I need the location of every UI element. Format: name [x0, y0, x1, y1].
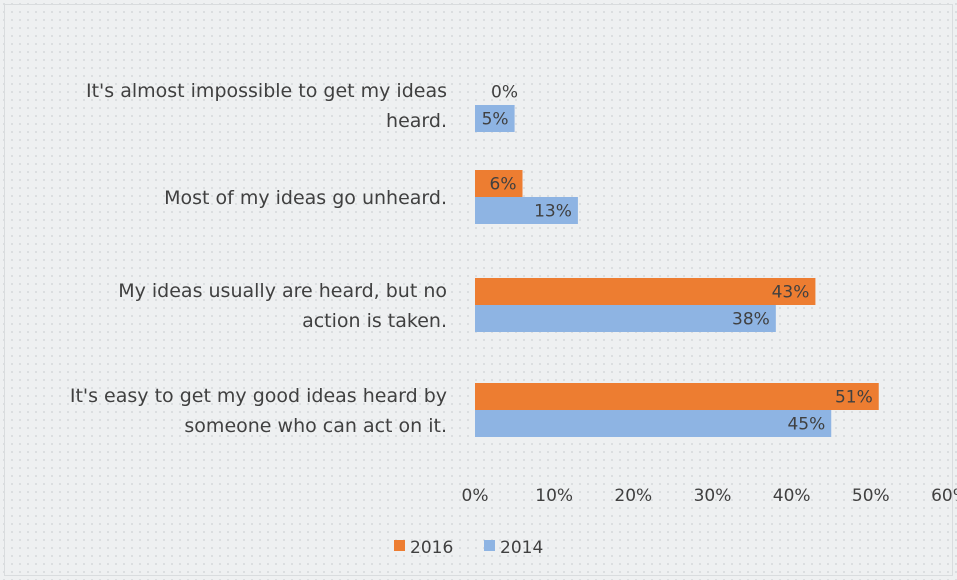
data-label: 6% [490, 175, 517, 195]
bar-2014 [475, 410, 832, 437]
x-tick-label: 20% [614, 486, 652, 506]
data-label: 45% [787, 415, 825, 435]
x-tick-label: 10% [535, 486, 573, 506]
bar-2014 [475, 197, 578, 224]
category-label: heard. [386, 110, 447, 132]
bar-2014 [475, 105, 515, 132]
legend-label: 2016 [410, 538, 453, 558]
category-label: action is taken. [302, 310, 447, 332]
bar-2016 [475, 170, 523, 197]
data-label: 0% [491, 83, 518, 103]
category-label: It's easy to get my good ideas heard by [70, 385, 447, 407]
category-label: someone who can act on it. [184, 415, 447, 437]
data-label: 5% [482, 110, 509, 130]
category-label: Most of my ideas go unheard. [164, 187, 447, 209]
category-label: My ideas usually are heard, but no [118, 280, 447, 302]
legend-label: 2014 [500, 538, 543, 558]
x-tick-label: 50% [852, 486, 890, 506]
data-label: 13% [534, 202, 572, 222]
x-tick-label: 0% [462, 486, 489, 506]
x-tick-label: 30% [694, 486, 732, 506]
x-tick-label: 40% [773, 486, 811, 506]
x-tick-label: 60% [931, 486, 957, 506]
category-label: It's almost impossible to get my ideas [86, 80, 447, 102]
legend-swatch [484, 540, 495, 551]
bar-2016 [475, 278, 816, 305]
data-label: 51% [835, 388, 873, 408]
data-label: 43% [772, 283, 810, 303]
data-label: 38% [732, 310, 770, 330]
legend-swatch [394, 540, 405, 551]
bar-2014 [475, 305, 776, 332]
bar-2016 [475, 383, 879, 410]
